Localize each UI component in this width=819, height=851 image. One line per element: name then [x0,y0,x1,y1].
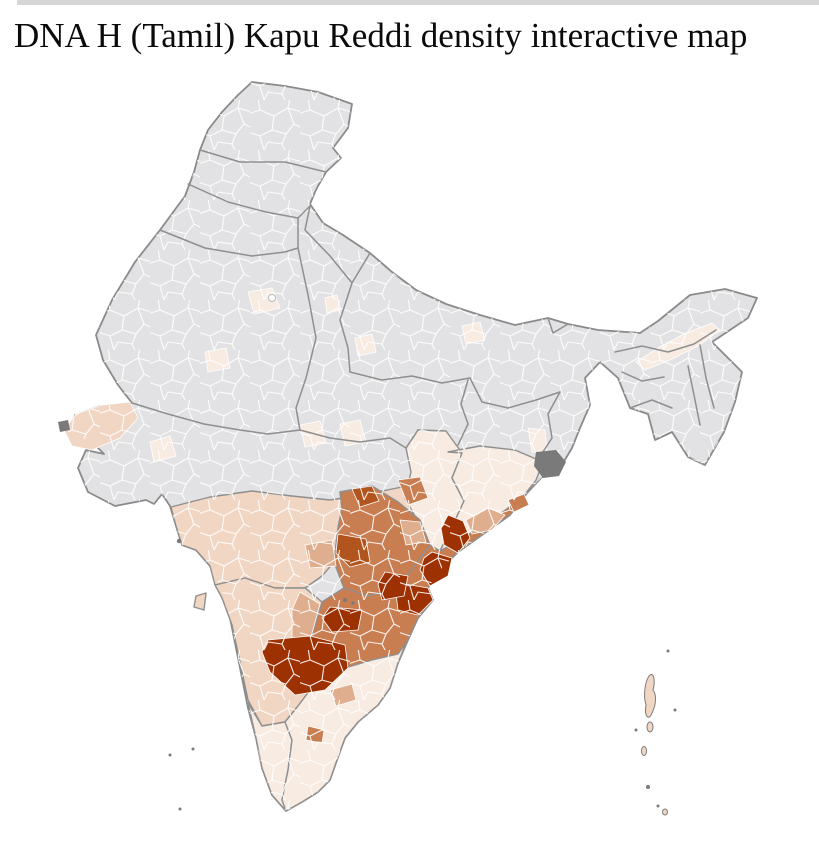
andaman-islet-little [641,746,647,756]
nicobar-islet-1 [646,785,650,789]
sundarbans-delta [534,450,566,478]
andaman-islet-north [666,649,670,653]
vijayawada-marker [343,598,347,602]
lakshadweep-islet-3 [178,807,182,811]
top-scrollbar[interactable] [17,0,819,5]
district-marathwada [304,539,337,569]
region-west-up-pocket [324,294,341,314]
andaman-islet-east [673,708,677,712]
kutch-west-tip [58,420,70,432]
andaman-islet-middle [646,721,654,733]
state-goa [193,592,207,611]
dark-gray-marks [58,294,566,605]
andaman-main-chain [644,674,656,718]
district-guntur [377,571,409,601]
nicobar-great [662,808,668,816]
delhi-district [268,294,276,302]
lakshadweep-islet-2 [191,747,195,751]
andaman-islet-west [634,728,638,732]
guntur-marker [351,601,355,605]
islands[interactable] [168,649,677,816]
region-up-pocket [354,333,377,357]
mumbai-marker [176,538,182,544]
region-rajasthan-pocket-2 [204,347,231,373]
page-title: DNA H (Tamil) Kapu Reddi density interac… [14,16,748,55]
lakshadweep-islet-1 [168,753,172,757]
nicobar-islet-2 [656,804,660,808]
